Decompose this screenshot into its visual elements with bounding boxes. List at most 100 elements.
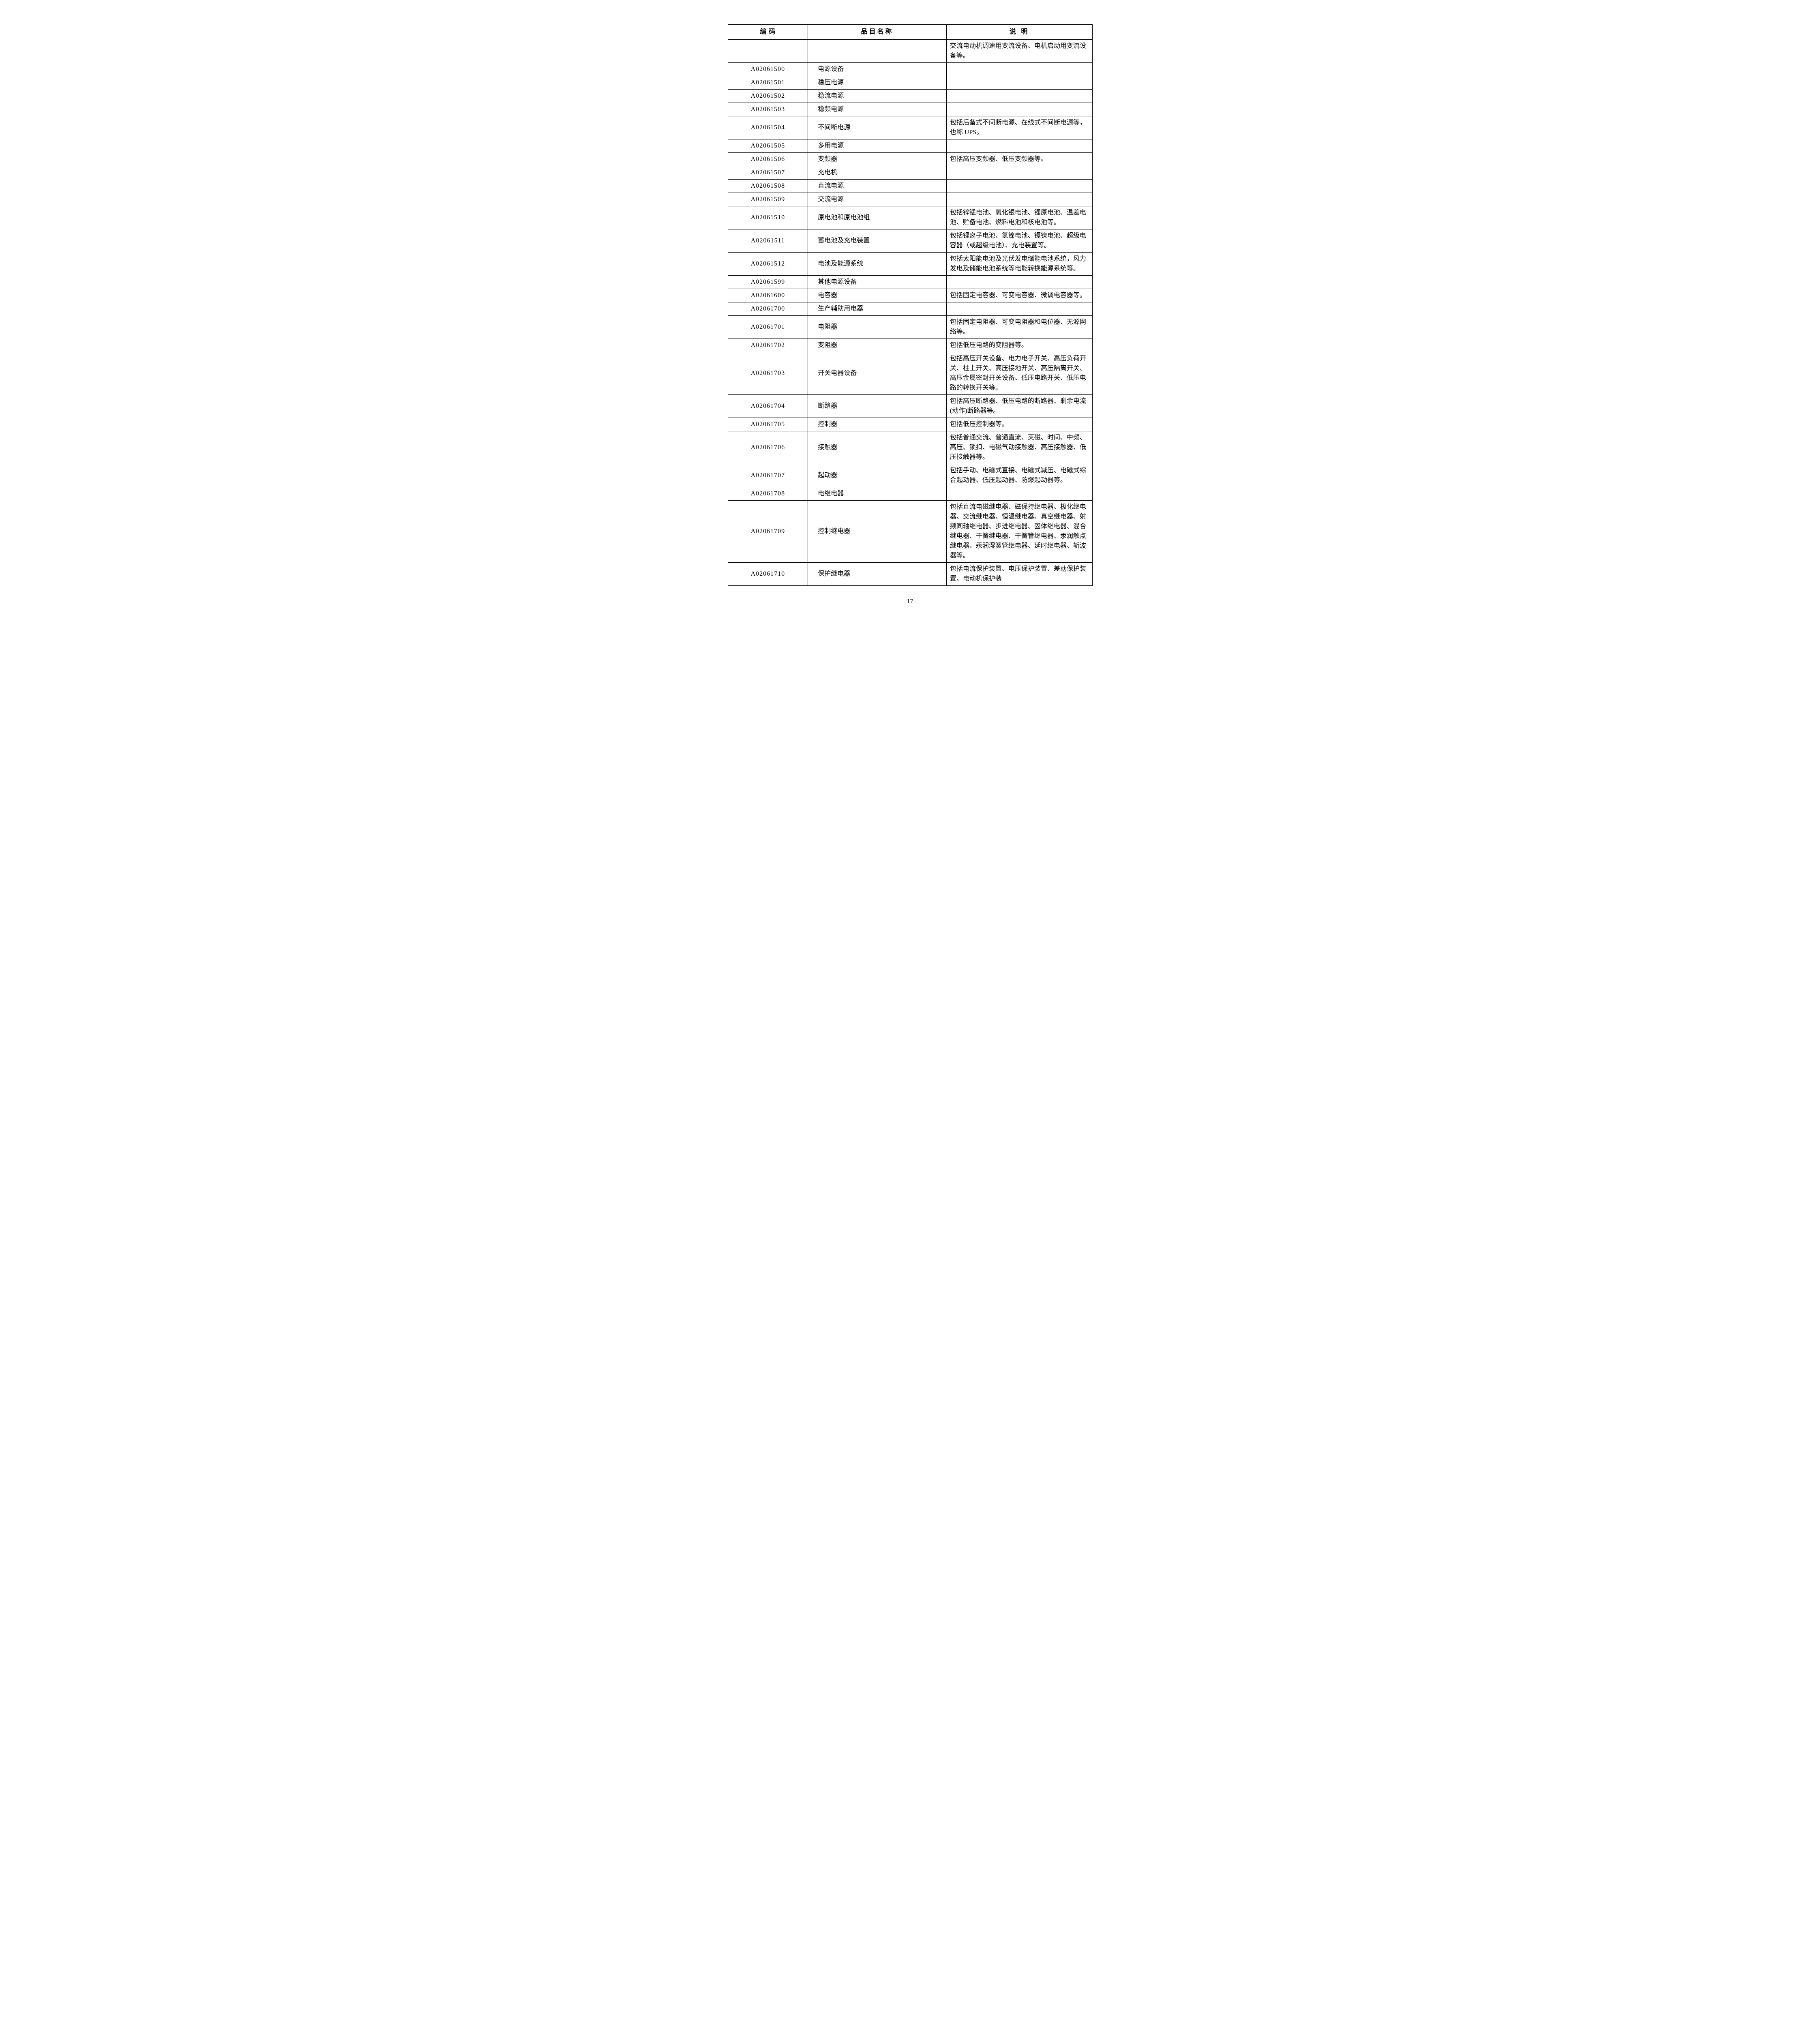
cell-name: 电阻器 bbox=[808, 316, 947, 339]
cell-code: A02061703 bbox=[728, 352, 808, 395]
cell-name: 断路器 bbox=[808, 395, 947, 418]
table-row: A02061706接触器包括普通交流、普通直流、灭磁、时间、中频、高压、锁扣、电… bbox=[728, 431, 1092, 464]
cell-code: A02061700 bbox=[728, 302, 808, 316]
cell-name: 原电池和原电池组 bbox=[808, 206, 947, 229]
cell-code: A02061702 bbox=[728, 339, 808, 352]
cell-name: 其他电源设备 bbox=[808, 276, 947, 289]
cell-code: A02061510 bbox=[728, 206, 808, 229]
cell-name: 稳流电源 bbox=[808, 90, 947, 103]
table-row: A02061707起动器包括手动、电磁式直接、电磁式减压、电磁式综合起动器、低压… bbox=[728, 464, 1092, 487]
cell-name: 电池及能源系统 bbox=[808, 253, 947, 276]
cell-code: A02061701 bbox=[728, 316, 808, 339]
cell-code: A02061500 bbox=[728, 63, 808, 76]
cell-name: 稳压电源 bbox=[808, 76, 947, 90]
cell-code: A02061710 bbox=[728, 563, 808, 586]
cell-desc: 包括直流电磁继电器、磁保持继电器、极化继电器、交流继电器、恒温继电器、真空继电器… bbox=[946, 501, 1092, 563]
cell-name: 电源设备 bbox=[808, 63, 947, 76]
cell-name: 多用电源 bbox=[808, 139, 947, 153]
cell-desc: 包括高压开关设备、电力电子开关、高压负荷开关、柱上开关、高压接地开关、高压隔离开… bbox=[946, 352, 1092, 395]
cell-name: 控制器 bbox=[808, 418, 947, 431]
table-row: A02061508直流电源 bbox=[728, 180, 1092, 193]
cell-desc bbox=[946, 103, 1092, 116]
cell-code: A02061708 bbox=[728, 487, 808, 501]
cell-desc bbox=[946, 90, 1092, 103]
cell-desc: 包括低压电路的变阻器等。 bbox=[946, 339, 1092, 352]
cell-code: A02061709 bbox=[728, 501, 808, 563]
table-row: A02061504不间断电源包括后备式不间断电源、在线式不间断电源等，也称 UP… bbox=[728, 116, 1092, 139]
cell-name: 电继电器 bbox=[808, 487, 947, 501]
table-row: A02061512电池及能源系统包括太阳能电池及光伏发电储能电池系统，风力发电及… bbox=[728, 253, 1092, 276]
cell-desc bbox=[946, 302, 1092, 316]
cell-desc: 包括固定电阻器、可变电阻器和电位器、无源网络等。 bbox=[946, 316, 1092, 339]
cell-desc bbox=[946, 63, 1092, 76]
cell-code: A02061506 bbox=[728, 153, 808, 166]
table-row: A02061701电阻器包括固定电阻器、可变电阻器和电位器、无源网络等。 bbox=[728, 316, 1092, 339]
cell-code: A02061707 bbox=[728, 464, 808, 487]
cell-desc: 包括高压变频器、低压变频器等。 bbox=[946, 153, 1092, 166]
cell-name: 不间断电源 bbox=[808, 116, 947, 139]
table-row: A02061509交流电源 bbox=[728, 193, 1092, 206]
table-row: A02061511蓄电池及充电装置包括锂离子电池、氢镍电池、镉镍电池、超级电容器… bbox=[728, 229, 1092, 253]
page-number: 17 bbox=[728, 598, 1093, 605]
cell-name: 稳频电源 bbox=[808, 103, 947, 116]
cell-name: 变阻器 bbox=[808, 339, 947, 352]
cell-desc: 包括固定电容器、可变电容器、微调电容器等。 bbox=[946, 289, 1092, 302]
table-row: A02061710保护继电器包括电流保护装置、电压保护装置、差动保护装置、电动机… bbox=[728, 563, 1092, 586]
cell-name bbox=[808, 40, 947, 63]
cell-code: A02061705 bbox=[728, 418, 808, 431]
cell-code: A02061511 bbox=[728, 229, 808, 253]
cell-name: 交流电源 bbox=[808, 193, 947, 206]
cell-name: 开关电器设备 bbox=[808, 352, 947, 395]
cell-name: 起动器 bbox=[808, 464, 947, 487]
cell-code: A02061501 bbox=[728, 76, 808, 90]
cell-desc: 交流电动机调速用变流设备、电机启动用变流设备等。 bbox=[946, 40, 1092, 63]
table-row: A02061505多用电源 bbox=[728, 139, 1092, 153]
cell-name: 电容器 bbox=[808, 289, 947, 302]
cell-desc bbox=[946, 487, 1092, 501]
table-row: A02061708电继电器 bbox=[728, 487, 1092, 501]
header-code: 编 码 bbox=[728, 25, 808, 40]
header-desc: 说 明 bbox=[946, 25, 1092, 40]
cell-desc bbox=[946, 76, 1092, 90]
table-row: A02061501稳压电源 bbox=[728, 76, 1092, 90]
table-row: A02061507充电机 bbox=[728, 166, 1092, 180]
table-body: 交流电动机调速用变流设备、电机启动用变流设备等。A02061500电源设备A02… bbox=[728, 40, 1092, 586]
header-name: 品目名称 bbox=[808, 25, 947, 40]
table-row: A02061500电源设备 bbox=[728, 63, 1092, 76]
cell-name: 蓄电池及充电装置 bbox=[808, 229, 947, 253]
cell-desc: 包括高压断路器、低压电路的断路器、剩余电流(动作)断路器等。 bbox=[946, 395, 1092, 418]
cell-desc: 包括锌锰电池、氧化银电池、锂原电池、温差电池、贮备电池、燃料电池和核电池等。 bbox=[946, 206, 1092, 229]
table-row: A02061703开关电器设备包括高压开关设备、电力电子开关、高压负荷开关、柱上… bbox=[728, 352, 1092, 395]
cell-code: A02061706 bbox=[728, 431, 808, 464]
cell-name: 保护继电器 bbox=[808, 563, 947, 586]
table-row: A02061503稳频电源 bbox=[728, 103, 1092, 116]
cell-desc: 包括太阳能电池及光伏发电储能电池系统，风力发电及储能电池系统等电能转换能源系统等… bbox=[946, 253, 1092, 276]
cell-code: A02061507 bbox=[728, 166, 808, 180]
cell-code: A02061704 bbox=[728, 395, 808, 418]
table-row: A02061506变频器包括高压变频器、低压变频器等。 bbox=[728, 153, 1092, 166]
table-header-row: 编 码 品目名称 说 明 bbox=[728, 25, 1092, 40]
cell-code: A02061502 bbox=[728, 90, 808, 103]
table-row: A02061704断路器包括高压断路器、低压电路的断路器、剩余电流(动作)断路器… bbox=[728, 395, 1092, 418]
cell-name: 控制继电器 bbox=[808, 501, 947, 563]
cell-desc bbox=[946, 166, 1092, 180]
table-row: 交流电动机调速用变流设备、电机启动用变流设备等。 bbox=[728, 40, 1092, 63]
cell-desc: 包括后备式不间断电源、在线式不间断电源等，也称 UPS。 bbox=[946, 116, 1092, 139]
cell-name: 变频器 bbox=[808, 153, 947, 166]
cell-name: 直流电源 bbox=[808, 180, 947, 193]
cell-desc: 包括普通交流、普通直流、灭磁、时间、中频、高压、锁扣、电磁气动接触器、高压接触器… bbox=[946, 431, 1092, 464]
table-row: A02061599其他电源设备 bbox=[728, 276, 1092, 289]
cell-name: 接触器 bbox=[808, 431, 947, 464]
cell-desc: 包括锂离子电池、氢镍电池、镉镍电池、超级电容器（或超级电池）、充电装置等。 bbox=[946, 229, 1092, 253]
table-row: A02061702变阻器包括低压电路的变阻器等。 bbox=[728, 339, 1092, 352]
table-row: A02061600电容器包括固定电容器、可变电容器、微调电容器等。 bbox=[728, 289, 1092, 302]
cell-desc: 包括电流保护装置、电压保护装置、差动保护装置、电动机保护装 bbox=[946, 563, 1092, 586]
cell-code: A02061599 bbox=[728, 276, 808, 289]
cell-desc bbox=[946, 139, 1092, 153]
cell-code: A02061512 bbox=[728, 253, 808, 276]
cell-name: 充电机 bbox=[808, 166, 947, 180]
cell-desc: 包括手动、电磁式直接、电磁式减压、电磁式综合起动器、低压起动器、防爆起动器等。 bbox=[946, 464, 1092, 487]
cell-code: A02061509 bbox=[728, 193, 808, 206]
cell-desc bbox=[946, 180, 1092, 193]
cell-desc bbox=[946, 276, 1092, 289]
